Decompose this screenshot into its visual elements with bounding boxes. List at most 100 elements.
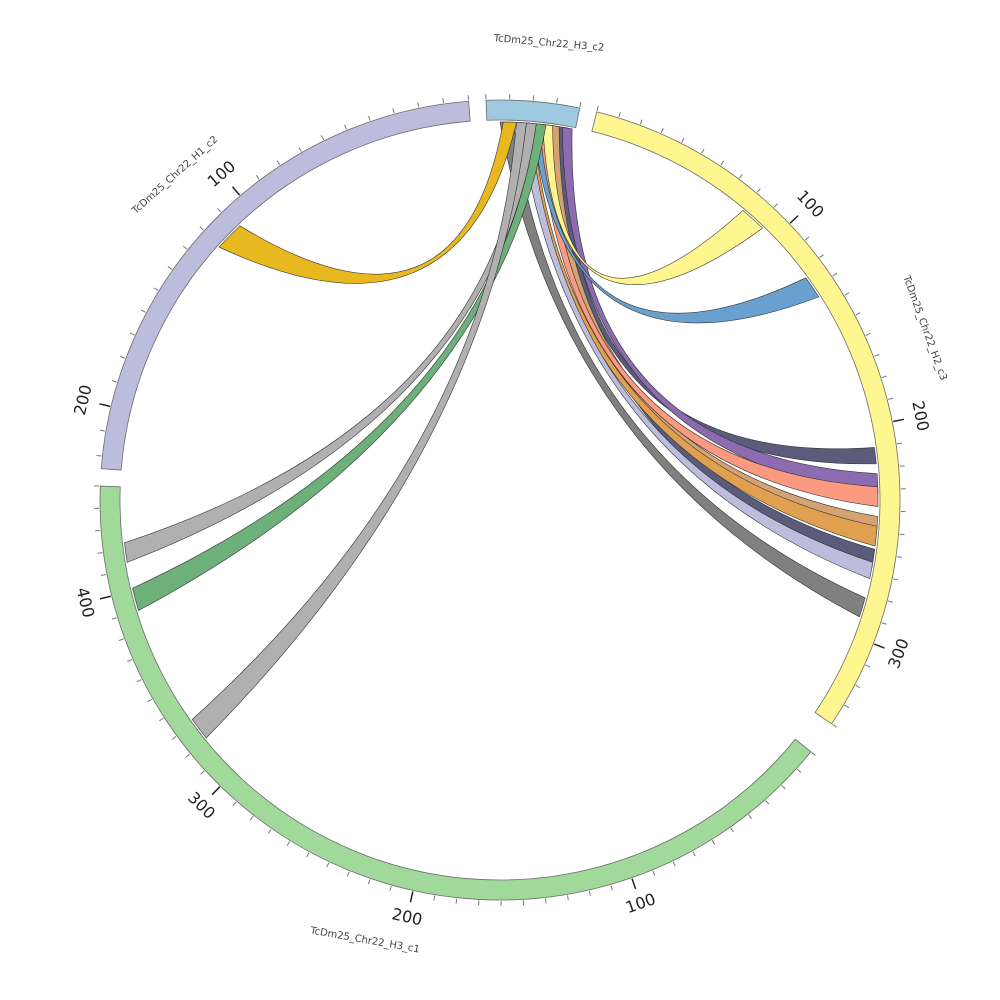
minor-tick [118,638,124,641]
major-tick [873,643,885,649]
major-tick [211,786,221,796]
segments-layer [99,99,901,901]
minor-tick [811,751,816,756]
minor-tick [298,147,302,152]
minor-tick [111,380,117,383]
minor-tick [610,885,613,891]
chord-link [132,123,547,611]
minor-tick [896,442,903,445]
segment-label-h2c3: TcDm25_Chr22_H2_c3 [900,273,949,382]
major-tick [99,403,111,408]
minor-tick [389,885,392,891]
minor-tick [320,135,325,141]
minor-tick [672,861,676,867]
minor-tick [182,245,188,250]
minor-tick [596,105,599,112]
minor-tick [692,851,696,857]
minor-tick [344,124,348,130]
segment-label-h3c1: TcDm25_Chr22_H3_c1 [308,925,420,955]
chord-link [562,126,879,494]
minor-tick [153,287,159,291]
minor-tick [881,375,887,379]
minor-tick [120,356,126,359]
minor-tick [326,862,330,868]
segment-h2c3 [591,111,901,725]
minor-tick [171,736,177,740]
minor-tick [844,704,850,709]
major-tick [893,418,905,423]
minor-tick [865,664,871,668]
minor-tick [660,128,664,134]
minor-tick [249,815,254,821]
minor-tick [720,160,724,166]
minor-tick [796,768,802,773]
minor-tick [367,879,371,885]
minor-tick [701,148,705,154]
minor-tick [433,895,436,901]
minor-tick [765,800,770,805]
minor-tick [773,203,778,208]
minor-tick [887,600,894,603]
minor-tick [159,717,164,722]
minor-tick [893,578,899,581]
minor-tick [306,852,310,858]
chord-link [191,122,527,739]
ticks-layer [94,94,906,907]
minor-tick [99,429,106,432]
chord-link [124,122,537,563]
minor-tick [267,828,272,834]
minor-tick [855,684,861,689]
segment-h1c2 [100,100,471,471]
minor-tick [140,309,146,313]
minor-tick [865,332,871,336]
minor-tick [652,870,656,876]
minor-tick [639,119,643,125]
major-tick [409,891,414,903]
minor-tick [544,898,547,904]
minor-tick [874,354,880,357]
minor-tick [255,175,260,180]
tick-label: 100 [204,157,240,191]
minor-tick [232,801,237,807]
tick-label: 400 [73,585,99,619]
tick-label: 200 [70,383,96,417]
chord-link [499,121,866,618]
minor-tick [455,898,458,904]
links-layer [124,121,879,739]
minor-tick [346,871,350,877]
minor-tick [738,173,743,179]
minor-tick [556,98,558,104]
minor-tick [147,698,153,703]
minor-tick [392,108,395,114]
minor-tick [417,102,420,108]
minor-tick [855,312,861,316]
minor-tick [167,266,173,270]
minor-tick [96,454,102,457]
major-tick [631,878,637,890]
tick-label: 200 [390,904,424,929]
major-tick [231,186,241,196]
tick-label: 100 [623,889,658,917]
segment-h3c2 [485,99,581,129]
minor-tick [588,890,591,896]
minor-tick [881,622,887,625]
minor-tick [756,188,761,193]
minor-tick [100,574,107,576]
chord-link [218,121,517,284]
tick-label: 200 [908,399,933,433]
major-tick [789,215,799,224]
chord-link [519,122,874,579]
minor-tick [368,115,371,121]
minor-tick [681,137,685,143]
minor-tick [804,236,810,241]
minor-tick [748,814,752,819]
minor-tick [111,617,117,620]
segment-h3c1 [99,485,812,901]
minor-tick [832,723,837,728]
minor-tick [286,841,291,846]
minor-tick [711,840,716,845]
minor-tick [819,254,824,259]
major-tick [99,595,111,600]
